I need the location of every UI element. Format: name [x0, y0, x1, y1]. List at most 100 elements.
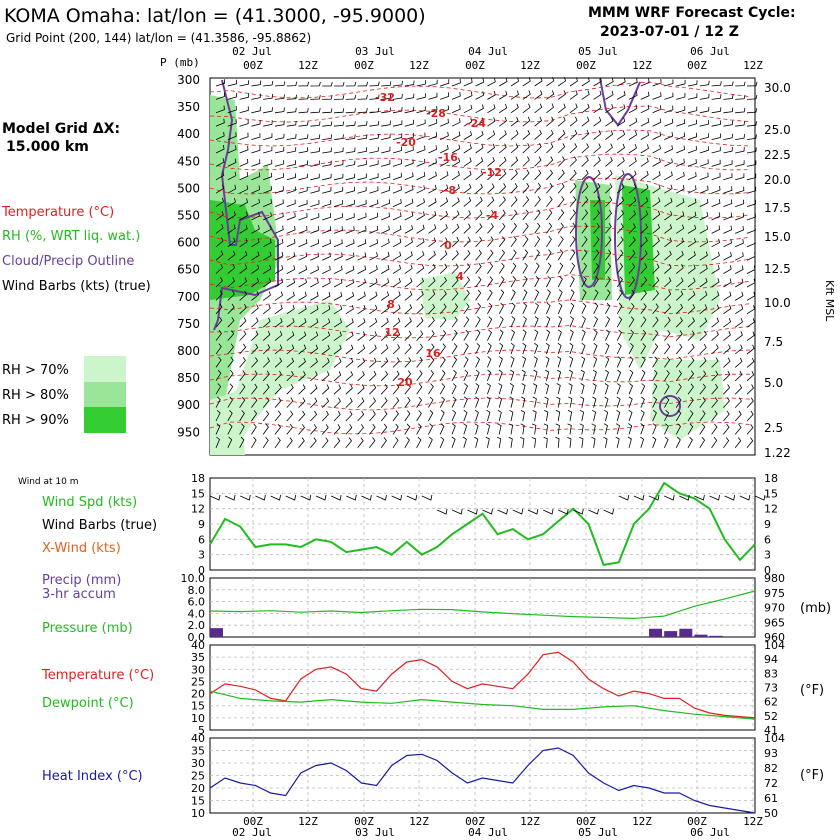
isotherm-label: 0	[444, 239, 452, 252]
top-day-label: 05 Jul	[578, 45, 618, 58]
isotherm-label: -12	[482, 166, 502, 179]
heat-unit: (°F)	[800, 768, 824, 783]
precip-panel-left-tick: 2.0	[188, 619, 206, 632]
precip-bar	[694, 634, 708, 637]
precip-bar	[210, 628, 223, 637]
legend-cloud: Cloud/Precip Outline	[2, 254, 134, 269]
bottom-time-tick: 00Z	[576, 815, 596, 828]
wind-barbs-cross-section	[215, 76, 758, 449]
pressure-tick: 850	[177, 371, 200, 385]
top-time-tick: 00Z	[687, 59, 707, 72]
legend-swatch-rh90	[84, 407, 126, 433]
top-time-tick: 00Z	[354, 59, 374, 72]
dewpoint-label: Dewpoint (°C)	[42, 696, 134, 711]
legend-rh: RH (%, WRT liq. wat.)	[2, 229, 140, 244]
wind-panel-left-tick: 0	[198, 564, 205, 577]
temp-panel-left-tick: 25	[191, 675, 205, 688]
model-grid-label: Model Grid ΔX:	[2, 121, 120, 137]
isotherm-label: 12	[384, 326, 399, 339]
heat-index-label: Heat Index (°C)	[42, 769, 143, 784]
pressure-tick: 950	[177, 425, 200, 439]
rh-region	[210, 200, 275, 300]
legend-swatch-rh80	[84, 382, 126, 407]
temp-panel-left-tick: 40	[191, 639, 205, 652]
temp-unit: (°F)	[800, 683, 824, 698]
pressure-tick: 900	[177, 398, 200, 412]
cloud-outline	[575, 176, 603, 288]
top-time-tick: 00Z	[465, 59, 485, 72]
isotherm-label: -28	[426, 107, 446, 120]
bottom-time-tick: 00Z	[687, 815, 707, 828]
temp-panel-frame	[209, 644, 756, 731]
pressure-unit: (mb)	[800, 601, 831, 616]
isotherm-label: -20	[396, 136, 416, 149]
legend-wind: Wind Barbs (kts) (true)	[2, 279, 151, 294]
precip-accum-label: 3-hr accum	[42, 587, 116, 602]
bottom-day-label: 05 Jul	[578, 826, 618, 839]
heat-panel-left-tick: 20	[191, 782, 205, 795]
legend-rh70: RH > 70%	[2, 363, 69, 378]
pressure-tick: 700	[177, 290, 200, 304]
heat-panel-right-tick: 93	[764, 747, 778, 760]
isotherm-label: 4	[456, 270, 464, 283]
cloud-outline	[659, 395, 681, 417]
pressure-tick: 300	[177, 73, 200, 87]
temp-panel-right-tick: 104	[764, 639, 785, 652]
height-tick: 5.0	[764, 376, 783, 390]
wind-panel-right-tick: 18	[764, 472, 778, 485]
pressure-tick: 350	[177, 100, 200, 114]
wind-panel-right-tick: 9	[764, 518, 771, 531]
temp-panel-left-tick: 20	[191, 688, 205, 701]
rh-region	[650, 360, 725, 440]
isotherm-line	[209, 201, 751, 219]
wind-panel-left-tick: 3	[198, 549, 205, 562]
isotherm-label: -16	[438, 151, 458, 164]
cycle-time: 2023-07-01 / 12 Z	[600, 24, 739, 40]
height-tick: 30.0	[764, 81, 791, 95]
pressure-tick: 450	[177, 154, 200, 168]
bottom-time-tick: 00Z	[354, 815, 374, 828]
wind-panel-title: Wind at 10 m	[18, 477, 78, 487]
temp-panel-right-tick: 94	[764, 653, 778, 666]
pressure-tick: 400	[177, 127, 200, 141]
wind-panel-left-tick: 15	[191, 487, 205, 500]
model-grid-value: 15.000 km	[6, 139, 89, 155]
isotherm-label: -4	[486, 209, 499, 222]
cloud-outline	[213, 79, 279, 331]
bottom-day-label: 03 Jul	[355, 826, 395, 839]
pressure-tick: 750	[177, 317, 200, 331]
isotherm-line	[209, 421, 751, 435]
precip-panel-left-tick: 6.0	[188, 596, 206, 609]
wind-speed-line	[209, 481, 756, 567]
precip-panel-right-tick: 970	[764, 602, 785, 615]
temp-panel-left-tick: 35	[191, 651, 205, 664]
temp-panel-right-tick: 73	[764, 682, 778, 695]
precip-panel-left-tick: 10.0	[181, 572, 206, 585]
height-tick: 22.5	[764, 148, 791, 162]
temp-panel-right-tick: 62	[764, 696, 778, 709]
wind-speed-label: Wind Spd (kts)	[42, 495, 137, 510]
precip-panel-right-tick: 980	[764, 572, 785, 585]
isotherm-line	[209, 177, 751, 195]
heat-panel-left-tick: 40	[191, 732, 205, 745]
bottom-time-tick: 12Z	[520, 815, 540, 828]
heat-panel-right-tick: 50	[764, 807, 778, 820]
dewpoint-line	[209, 690, 756, 720]
height-tick: 15.0	[764, 230, 791, 244]
precip-bar	[709, 635, 723, 637]
precip-panel-frame	[209, 577, 756, 638]
legend-temperature: Temperature (°C)	[1, 205, 114, 220]
temperature-line	[209, 651, 756, 719]
xwind-label: X-Wind (kts)	[42, 541, 121, 556]
bottom-time-tick: 00Z	[465, 815, 485, 828]
temp-panel-right-tick: 41	[764, 724, 778, 737]
pressure-tick: 500	[177, 181, 200, 195]
precip-panel-left-tick: 8.0	[188, 584, 206, 597]
top-time-tick: 12Z	[298, 59, 318, 72]
bottom-day-label: 04 Jul	[468, 826, 508, 839]
rh-region	[215, 300, 350, 455]
wind-panel-left-tick: 9	[198, 518, 205, 531]
height-tick: 20.0	[764, 173, 791, 187]
top-time-tick: 12Z	[743, 59, 763, 72]
